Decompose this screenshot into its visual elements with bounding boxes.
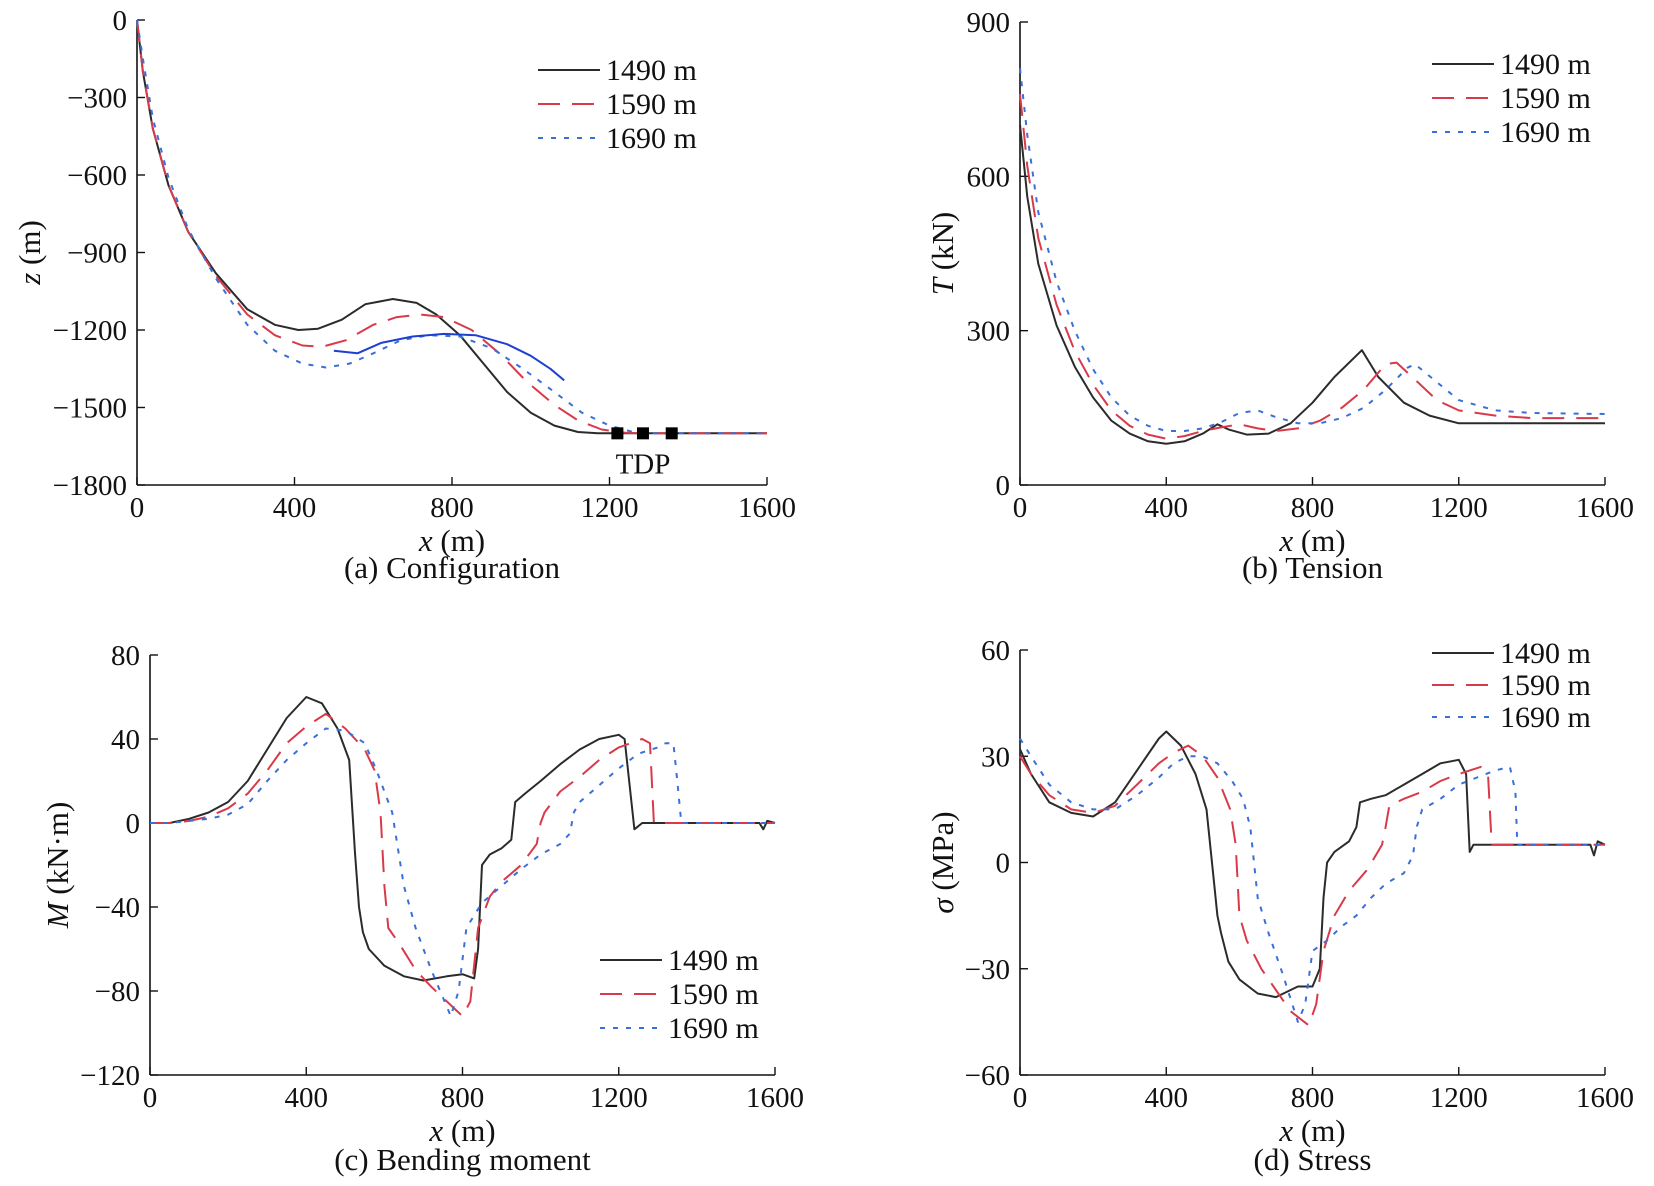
y-axis-label: T (kN) [925,212,960,296]
x-tick-label: 1600 [1576,1082,1634,1114]
x-tick-label: 400 [1145,1082,1189,1114]
x-tick-label: 800 [1291,492,1335,524]
x-tick-label: 0 [130,492,145,524]
x-tick-label: 1200 [590,1082,648,1114]
y-tick-label: 80 [111,640,140,672]
panel-caption: (c) Bending moment [334,1142,591,1177]
series-line-1590m [1019,93,1605,440]
y-tick-label: −1200 [53,315,127,347]
panel-a: 0 400 800 1200 1600 0 −300 −600 −900 −1200 −1500 −1… [12,5,796,585]
y-axis-label: σ (MPa) [925,811,960,913]
panel-caption: (d) Stress [1254,1142,1372,1177]
y-tick-label: 0 [996,848,1011,880]
x-axis-label: x (m) [418,523,485,558]
series-line-1690m [1019,68,1606,432]
y-tick-label: −300 [67,83,127,115]
y-tick-label: 40 [111,724,140,756]
x-axis-label: x (m) [1278,1113,1345,1148]
y-axis-label: z (m) [12,220,47,286]
y-tick-label: −120 [80,1060,140,1092]
x-tick-label: 400 [285,1082,329,1114]
y-tick-label: −40 [95,892,140,924]
tdp-marker [611,427,624,440]
tdp-label: TDP [616,448,671,480]
x-tick-label: 1600 [738,492,796,524]
series-line-1490m [150,696,776,982]
x-tick-label: 1600 [746,1082,804,1114]
y-tick-label: −600 [67,160,127,192]
series-line-1590m [150,712,775,1018]
y-tick-label: 900 [967,7,1011,39]
y-tick-label: 0 [126,808,141,840]
series-line-1690m [1019,737,1605,1023]
x-tick-label: 800 [430,492,474,524]
x-tick-label: 0 [143,1082,158,1114]
series-line-1490m [1019,730,1606,999]
legend-label: 1490 m [606,54,697,87]
x-tick-label: 400 [273,492,317,524]
y-tick-label: 600 [967,161,1011,193]
series-line-1490m [1019,124,1605,445]
x-tick-label: 1200 [1430,492,1488,524]
x-tick-label: 0 [1013,1082,1028,1114]
series-line-1590m [1019,744,1605,1027]
legend-label: 1590 m [1500,82,1591,115]
legend-label: 1490 m [1500,48,1591,81]
y-axis-label: M (kN·m) [40,802,75,930]
y-tick-label: −900 [67,238,127,270]
panel-d: 0 400 800 1200 1600 60 30 0 −30 −60 x (m) σ (MPa) (d… [925,635,1634,1177]
x-axis-label: x (m) [428,1113,495,1148]
legend-label: 1690 m [606,122,697,155]
y-tick-label: −60 [965,1060,1010,1092]
tdp-marker [665,427,678,440]
legend-label: 1590 m [1500,669,1591,702]
legend-label: 1490 m [668,944,759,977]
y-tick-label: 60 [981,635,1010,667]
legend-label: 1690 m [1500,116,1591,149]
series-line-1690m [150,727,775,1018]
legend-label: 1690 m [1500,701,1591,734]
y-tick-label: −80 [95,976,140,1008]
y-tick-label: 300 [967,316,1011,348]
y-tick-label: −1500 [53,393,127,425]
panel-b: 0 400 800 1200 1600 0 300 600 900 x (m) T (kN) (b) … [925,7,1634,585]
y-tick-label: 0 [113,5,128,37]
legend-label: 1590 m [668,978,759,1011]
panel-caption: (a) Configuration [344,550,561,585]
x-tick-label: 400 [1145,492,1189,524]
legend-label: 1490 m [1500,637,1591,670]
tdp-marker [636,427,649,440]
x-tick-label: 800 [1291,1082,1335,1114]
x-tick-label: 0 [1013,492,1028,524]
y-tick-label: −30 [965,954,1010,986]
x-tick-label: 1600 [1576,492,1634,524]
panel-caption: (b) Tension [1242,550,1384,585]
y-tick-label: 0 [996,470,1011,502]
series-line-extra [333,332,565,382]
y-tick-label: 30 [981,741,1010,773]
legend-label: 1690 m [668,1012,759,1045]
x-tick-label: 1200 [581,492,639,524]
x-axis-label: x (m) [1278,523,1345,558]
y-tick-label: −1800 [53,470,127,502]
x-tick-label: 800 [441,1082,485,1114]
legend-label: 1590 m [606,88,697,121]
x-tick-label: 1200 [1430,1082,1488,1114]
